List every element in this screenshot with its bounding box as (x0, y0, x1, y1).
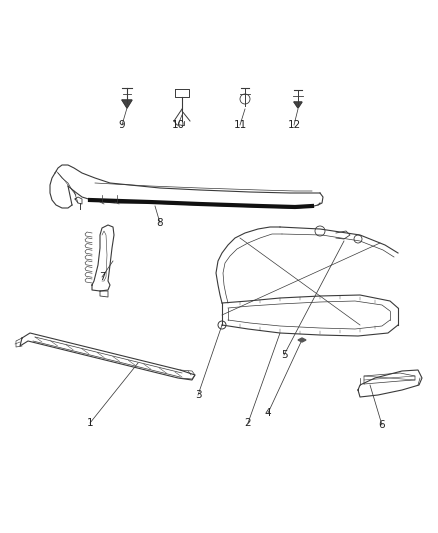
Text: 2: 2 (245, 418, 251, 428)
Polygon shape (298, 338, 306, 342)
Text: 7: 7 (99, 272, 105, 282)
Text: 6: 6 (379, 420, 385, 430)
Polygon shape (294, 102, 302, 108)
Text: 5: 5 (281, 350, 287, 360)
Text: 3: 3 (194, 390, 201, 400)
Text: 9: 9 (119, 120, 125, 130)
Text: 10: 10 (171, 120, 184, 130)
Text: 12: 12 (287, 120, 300, 130)
Polygon shape (122, 100, 132, 108)
Text: 4: 4 (265, 408, 271, 418)
Text: 11: 11 (233, 120, 247, 130)
Text: 1: 1 (87, 418, 93, 428)
Text: 8: 8 (157, 218, 163, 228)
